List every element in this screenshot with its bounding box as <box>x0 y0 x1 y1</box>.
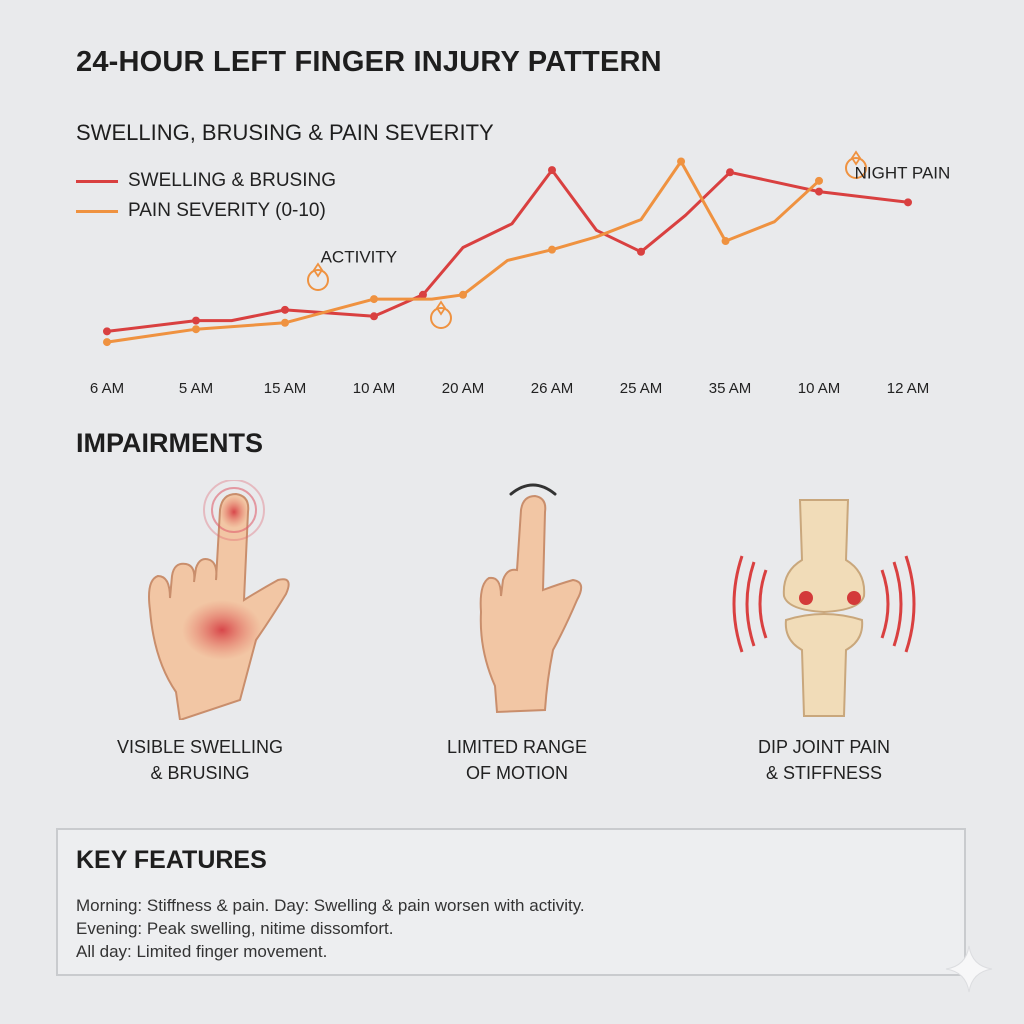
bruised-hand-icon <box>148 480 290 720</box>
series-point-0 <box>904 198 912 207</box>
activity-low-pin-icon-tip <box>435 300 447 316</box>
sparkle-icon <box>945 945 993 993</box>
series-point-1 <box>459 290 467 299</box>
series-point-0 <box>418 290 427 299</box>
impairment-joint-pain: DIP JOINT PAIN & STIFFNESS <box>704 480 944 786</box>
series-line-1 <box>105 160 821 344</box>
key-features-text: Morning: Stiffness & pain. Day: Swelling… <box>76 894 585 963</box>
activity-low-pin-icon <box>430 307 452 329</box>
series-point-0 <box>281 305 289 314</box>
impairment-range-of-motion: LIMITED RANGE OF MOTION <box>397 480 637 786</box>
series-point-1 <box>192 325 200 334</box>
series-point-0 <box>548 166 556 175</box>
key-feature-line: Evening: Peak swelling, nitime dissomfor… <box>76 919 394 938</box>
night-pain-pin-icon-tip <box>850 150 862 166</box>
page-title: 24-HOUR LEFT FINGER INJURY PATTERN <box>76 46 662 78</box>
series-point-1 <box>815 176 823 185</box>
impairment-label-line1: DIP JOINT PAIN <box>757 737 891 757</box>
impairments-heading: IMPAIRMENTS <box>76 428 263 458</box>
key-features-title: KEY FEATURES <box>76 846 267 874</box>
legend-swatch-pain <box>76 209 118 213</box>
series-point-1 <box>103 338 111 347</box>
line-chart: 6 AM 5 AM 15 AM 10 AM 20 AM 26 AM 25 AM 35 AM 10… <box>90 150 951 397</box>
series-point-1 <box>677 157 686 166</box>
chart-title: SWELLING, BRUSING & PAIN SEVERITY <box>76 120 494 145</box>
x-tick-label: 6 AM <box>90 380 124 397</box>
series-point-0 <box>637 247 645 256</box>
key-feature-line: All day: Limited finger movement. <box>76 942 328 961</box>
legend-item-swelling: SWELLING & BRUSING <box>76 166 336 196</box>
x-tick-label: 12 AM <box>887 380 930 397</box>
series-point-1 <box>281 318 289 327</box>
x-tick-label: 10 AM <box>353 380 396 397</box>
legend-item-pain: PAIN SEVERITY (0-10) <box>76 196 336 226</box>
x-tick-label: 5 AM <box>179 380 213 397</box>
series-point-0 <box>192 316 200 325</box>
legend-label-pain: PAIN SEVERITY (0-10) <box>128 200 326 221</box>
pointing-hand-icon <box>479 483 583 714</box>
night-pain-pin-icon <box>845 157 867 179</box>
legend-label-swelling: SWELLING & BRUSING <box>128 170 336 191</box>
x-tick-label: 10 AM <box>798 380 841 397</box>
impairment-label-line1: VISIBLE SWELLING <box>116 737 284 757</box>
impairment-label-line2: & BRUSING <box>150 763 250 783</box>
chart-legend: SWELLING & BRUSING PAIN SEVERITY (0-10) <box>76 166 336 226</box>
x-tick-label: 35 AM <box>709 380 752 397</box>
series-point-1 <box>370 295 378 304</box>
annotation-label: ACTIVITY <box>321 248 398 267</box>
series-point-0 <box>726 168 734 177</box>
activity-pin-icon <box>307 269 329 291</box>
series-point-0 <box>370 312 378 321</box>
legend-swatch-swelling <box>76 179 118 183</box>
series-point-1 <box>548 245 556 254</box>
series-point-0 <box>815 187 823 196</box>
annotation-label: NIGHT PAIN <box>855 164 951 183</box>
joint-pain-icon <box>732 499 916 717</box>
series-point-0 <box>103 327 111 336</box>
series-point-1 <box>721 237 730 246</box>
impairment-label-line2: OF MOTION <box>466 763 568 783</box>
key-feature-line: Morning: Stiffness & pain. Day: Swelling… <box>76 896 585 915</box>
impairment-label-line1: LIMITED RANGE <box>446 737 588 757</box>
impairment-swelling: VISIBLE SWELLING & BRUSING <box>80 480 320 786</box>
impairment-label-line2: & STIFFNESS <box>765 763 882 783</box>
activity-pin-icon-tip <box>312 262 324 278</box>
x-tick-label: 15 AM <box>264 380 307 397</box>
key-features-panel: KEY FEATURES Morning: Stiffness & pain. … <box>56 828 966 976</box>
x-tick-label: 20 AM <box>442 380 485 397</box>
x-tick-label: 26 AM <box>531 380 574 397</box>
x-tick-label: 25 AM <box>620 380 663 397</box>
series-line-0 <box>105 168 910 333</box>
